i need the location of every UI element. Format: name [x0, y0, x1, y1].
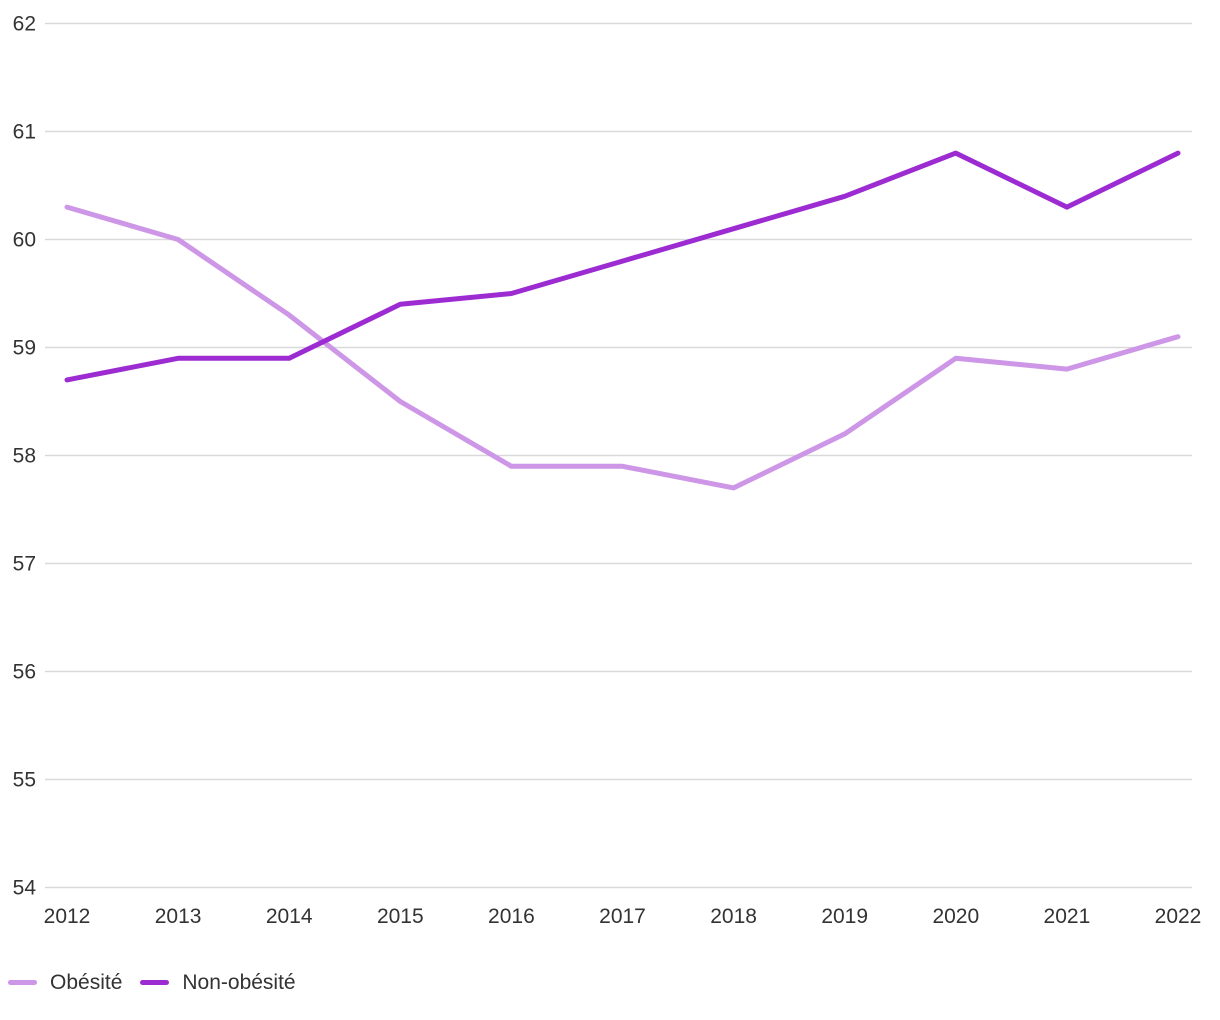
x-tick-label: 2022: [1155, 905, 1202, 928]
x-tick-label: 2012: [44, 905, 91, 928]
x-tick-label: 2020: [932, 905, 979, 928]
chart-legend: Obésité Non-obésité: [8, 972, 296, 993]
y-tick-label: 60: [13, 229, 36, 252]
x-tick-label: 2015: [377, 905, 424, 928]
y-tick-label: 59: [13, 337, 36, 360]
legend-label: Obésité: [50, 971, 123, 994]
y-tick-label: 56: [13, 661, 36, 684]
y-tick-label: 58: [13, 445, 36, 468]
legend-item-ob-sit-: Obésité: [8, 972, 122, 993]
x-tick-label: 2016: [488, 905, 535, 928]
plot-area: 54 55 56 57 58 59 60 61 62 2012 2013 2014 2015 2016 20…: [13, 13, 1202, 929]
y-tick-label: 55: [13, 769, 36, 792]
legend-swatch: [8, 980, 37, 985]
y-tick-label: 61: [13, 121, 36, 144]
legend-item-non-ob-sit-: Non-obésité: [140, 971, 296, 994]
y-tick-label: 54: [13, 877, 37, 900]
x-tick-label: 2018: [710, 905, 757, 928]
x-tick-label: 2014: [266, 905, 313, 928]
x-tick-label: 2017: [599, 905, 646, 928]
legend-label: Non-obésité: [182, 971, 296, 994]
y-tick-label: 57: [13, 553, 36, 576]
x-tick-label: 2013: [155, 905, 202, 928]
y-tick-label: 62: [13, 13, 36, 36]
x-tick-label: 2019: [821, 905, 868, 928]
legend-swatch: [140, 980, 170, 985]
series-line-ob-sit-: [64, 204, 1181, 491]
series-line-non-ob-sit-: [64, 150, 1181, 383]
x-tick-label: 2021: [1044, 905, 1091, 928]
